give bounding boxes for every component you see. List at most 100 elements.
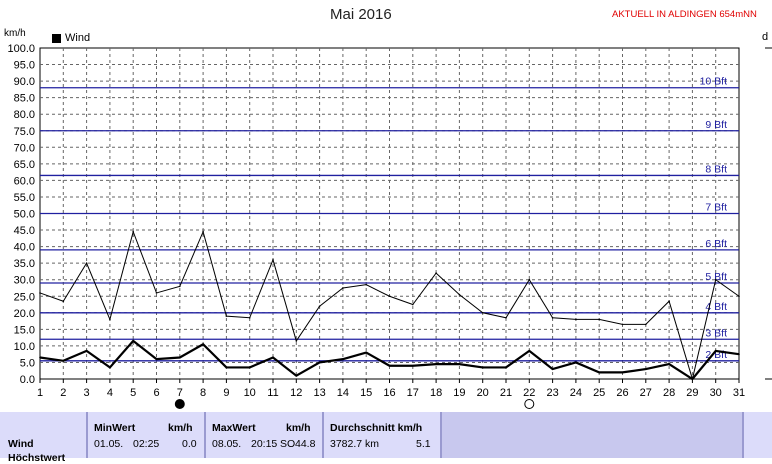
x-tick-label: 2 bbox=[60, 387, 66, 399]
y-tick-label: 65.0 bbox=[14, 159, 35, 171]
y-tick-label: 90.0 bbox=[14, 76, 35, 88]
data-point-maximum bbox=[179, 285, 181, 288]
x-tick-label: 7 bbox=[177, 387, 183, 399]
data-point-average bbox=[575, 361, 577, 364]
data-point-maximum bbox=[155, 292, 158, 294]
avg-value: 5.1 bbox=[416, 438, 431, 450]
x-tick-label: 28 bbox=[663, 387, 675, 399]
x-tick-label: 1 bbox=[37, 387, 43, 399]
data-point-maximum bbox=[388, 295, 391, 298]
data-point-average bbox=[202, 343, 204, 346]
location-badge[interactable]: AKTUELL IN ALDINGEN 654mNN bbox=[612, 9, 757, 20]
x-tick-label: 21 bbox=[500, 387, 512, 399]
chart-title: Mai 2016 bbox=[330, 6, 392, 23]
data-point-maximum bbox=[481, 312, 484, 314]
y-tick-label: 100.0 bbox=[7, 43, 35, 55]
x-tick-label: 20 bbox=[477, 387, 489, 399]
data-point-maximum bbox=[575, 318, 577, 321]
min-date: 01.05. bbox=[94, 438, 124, 450]
data-point-average bbox=[318, 361, 321, 364]
beaufort-label: 3 Bft bbox=[705, 327, 727, 339]
data-point-maximum bbox=[668, 300, 670, 303]
beaufort-label: 6 Bft bbox=[705, 238, 727, 250]
data-point-maximum bbox=[342, 287, 344, 289]
y-tick-label: 70.0 bbox=[14, 142, 35, 154]
min-unit: km/h bbox=[168, 422, 193, 434]
data-point-average bbox=[85, 350, 88, 352]
data-point-average bbox=[109, 366, 111, 369]
x-tick-label: 3 bbox=[84, 387, 90, 399]
x-tick-label: 24 bbox=[570, 387, 582, 399]
data-point-maximum bbox=[528, 278, 531, 281]
data-point-average bbox=[714, 350, 717, 352]
x-tick-label: 19 bbox=[453, 387, 465, 399]
x-tick-label: 18 bbox=[430, 387, 442, 399]
y-tick-label: 75.0 bbox=[14, 126, 35, 138]
y-tick-label: 45.0 bbox=[14, 225, 35, 237]
avg-cell: Durchschnitt km/h 3782.7 km 5.1 bbox=[324, 412, 442, 458]
max-value: 44.8 bbox=[295, 438, 316, 450]
x-tick-label: 31 bbox=[733, 387, 745, 399]
data-point-maximum bbox=[295, 340, 298, 342]
data-point-maximum bbox=[365, 283, 368, 286]
max-time: 20:15 bbox=[251, 438, 278, 450]
data-point-average bbox=[39, 356, 41, 359]
y-tick-label: 10.0 bbox=[14, 341, 35, 353]
data-point-average bbox=[458, 363, 461, 365]
data-point-average bbox=[621, 371, 624, 374]
wind-chart: 0.0 5.0 10.0 15.0 20.0 25.0 30.0 35.0 40.0 45.0 50… bbox=[7, 43, 772, 409]
data-point-maximum bbox=[225, 315, 228, 317]
data-point-maximum bbox=[248, 316, 251, 319]
beaufort-label: 10 Bft bbox=[700, 76, 728, 88]
beaufort-label: 8 Bft bbox=[705, 163, 727, 175]
beaufort-label: 5 Bft bbox=[705, 271, 727, 283]
data-point-maximum bbox=[85, 262, 88, 264]
summary-table: Wind Höchstwert MinWert km/h 01.05. 02:2… bbox=[0, 412, 772, 464]
data-point-average bbox=[551, 368, 554, 370]
data-point-maximum bbox=[458, 293, 461, 296]
data-point-average bbox=[505, 366, 507, 369]
y-tick-label: 40.0 bbox=[14, 242, 35, 254]
data-point-maximum bbox=[318, 305, 321, 307]
max-unit: km/h bbox=[286, 422, 311, 434]
data-point-average bbox=[645, 368, 647, 370]
x-tick-label: 26 bbox=[616, 387, 628, 399]
min-cell: MinWert km/h 01.05. 02:25 0.0 bbox=[88, 412, 206, 458]
moon-new-icon bbox=[174, 399, 185, 409]
legend-label: Wind bbox=[65, 32, 91, 44]
data-point-maximum bbox=[62, 300, 65, 303]
x-tick-label: 23 bbox=[546, 387, 558, 399]
data-point-average bbox=[248, 366, 251, 369]
data-point-maximum bbox=[412, 303, 414, 306]
data-point-maximum bbox=[435, 272, 437, 274]
legend-swatch bbox=[52, 33, 61, 43]
min-time: 02:25 bbox=[133, 438, 160, 450]
data-point-average bbox=[668, 363, 670, 365]
data-point-maximum bbox=[714, 278, 717, 281]
data-point-average bbox=[365, 351, 368, 354]
max-direction: SO bbox=[280, 438, 296, 450]
y-tick-label: 25.0 bbox=[14, 291, 35, 303]
data-point-average bbox=[738, 353, 740, 355]
data-point-average bbox=[155, 358, 158, 360]
y-tick-label: 50.0 bbox=[14, 209, 35, 221]
max-cell: MaxWert km/h 08.05. 20:15 SO 44.8 bbox=[206, 412, 324, 458]
data-point-maximum bbox=[691, 378, 694, 380]
y-tick-label: 85.0 bbox=[14, 93, 35, 105]
y-tick-label: 80.0 bbox=[14, 109, 35, 121]
beaufort-label: 4 Bft bbox=[705, 301, 727, 313]
row-label-cell: Wind Höchstwert bbox=[0, 412, 88, 464]
row-label: Wind bbox=[8, 438, 34, 450]
data-point-average bbox=[295, 374, 298, 377]
data-point-maximum bbox=[505, 316, 507, 319]
legend: Wind bbox=[52, 32, 90, 44]
data-point-maximum bbox=[551, 316, 554, 319]
x-tick-label: 29 bbox=[686, 387, 698, 399]
max-date: 08.05. bbox=[212, 438, 242, 450]
min-value: 0.0 bbox=[182, 438, 197, 450]
y-tick-label: 15.0 bbox=[14, 324, 35, 336]
data-point-average bbox=[412, 364, 414, 367]
y-tick-label: 30.0 bbox=[14, 275, 35, 287]
data-point-average bbox=[225, 366, 228, 369]
x-tick-label: 8 bbox=[200, 387, 206, 399]
